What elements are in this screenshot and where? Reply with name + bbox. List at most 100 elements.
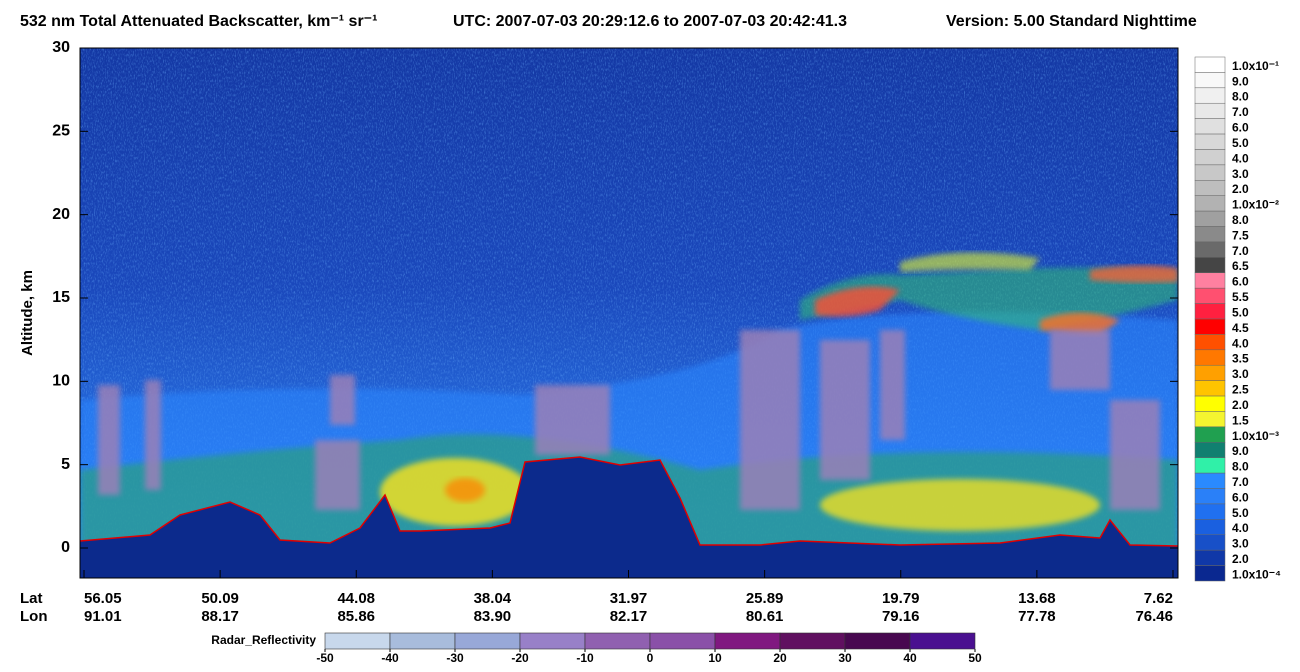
colorbar-label: 5.0: [1232, 305, 1249, 319]
y-tick-label: 10: [52, 373, 70, 390]
cirrus-yellow: [900, 252, 1040, 272]
colorbar-label: 7.0: [1232, 105, 1249, 119]
radar-swatch: [454, 632, 521, 650]
radar-tick-label: 20: [773, 651, 787, 665]
colorbar-swatch: [1194, 195, 1226, 212]
colorbar-swatch: [1194, 364, 1226, 381]
colorbar-swatch: [1194, 395, 1226, 412]
colorbar-label: 6.0: [1232, 490, 1249, 504]
colorbar-swatch: [1194, 334, 1226, 351]
radar-swatch: [909, 632, 976, 650]
colorbar-swatch: [1194, 488, 1226, 505]
colorbar-swatch: [1194, 241, 1226, 258]
colorbar-swatch: [1194, 519, 1226, 536]
colorbar-swatch: [1194, 133, 1226, 150]
colorbar-label: 3.0: [1232, 537, 1249, 551]
lat-tick-label: 56.05: [84, 590, 122, 607]
lat-tick-label: 50.09: [201, 590, 239, 607]
lat-tick-label: 25.89: [746, 590, 784, 607]
colorbar-label: 8.0: [1232, 213, 1249, 227]
radar-swatch: [389, 632, 456, 650]
radar-tick-label: 0: [647, 651, 654, 665]
colorbar-label: 9.0: [1232, 74, 1249, 88]
lon-label: Lon: [20, 608, 48, 625]
y-tick-label: 20: [52, 206, 70, 223]
lat-tick-label: 13.68: [1018, 590, 1056, 607]
colorbar-label: 8.0: [1232, 90, 1249, 104]
radar-tick-label: -30: [446, 651, 464, 665]
radar-swatch: [714, 632, 781, 650]
surface-line: [80, 456, 1178, 547]
chart-title: 532 nm Total Attenuated Backscatter, km⁻…: [20, 13, 377, 30]
radar-tick-label: -10: [576, 651, 594, 665]
colorbar-swatch: [1194, 380, 1226, 397]
colorbar-swatch: [1194, 102, 1226, 119]
colorbar-swatch: [1194, 318, 1226, 335]
colorbar-label: 2.0: [1232, 182, 1249, 196]
colorbar-swatch: [1194, 257, 1226, 274]
colorbar-label: 1.0x10⁻²: [1232, 198, 1279, 212]
colorbar-swatch: [1194, 164, 1226, 181]
colorbar-swatch: [1194, 472, 1226, 489]
y-axis-label: Altitude, km: [19, 270, 36, 356]
radar-tick-label: 10: [708, 651, 722, 665]
colorbar-swatch: [1194, 56, 1226, 73]
colorbar-swatch: [1194, 287, 1226, 304]
lon-tick-label: 83.90: [474, 608, 512, 625]
radar-tick-label: 50: [968, 651, 982, 665]
lon-tick-label: 80.61: [746, 608, 784, 625]
radar-swatch: [844, 632, 911, 650]
colorbar-swatch: [1194, 442, 1226, 458]
colorbar-label: 5.5: [1232, 290, 1249, 304]
colorbar-swatch: [1194, 565, 1226, 582]
colorbar-label: 7.5: [1232, 228, 1249, 242]
colorbar-swatch: [1194, 180, 1226, 196]
lon-tick-label: 77.78: [1018, 608, 1056, 625]
radar-swatch: [584, 632, 651, 650]
colorbar-label: 3.5: [1232, 352, 1249, 366]
lat-tick-label: 31.97: [610, 590, 648, 607]
cirrus-red: [1040, 312, 1120, 335]
colorbar-swatch: [1194, 457, 1226, 474]
colorbar-label: 1.0x10⁻⁴: [1232, 567, 1281, 581]
colorbar-label: 6.5: [1232, 259, 1249, 273]
y-tick-label: 30: [52, 39, 70, 56]
colorbar-label: 7.0: [1232, 475, 1249, 489]
y-tick-label: 0: [61, 539, 70, 556]
colorbar-label: 2.0: [1232, 398, 1249, 412]
colorbar-label: 6.0: [1232, 275, 1249, 289]
colorbar-label: 5.0: [1232, 136, 1249, 150]
colorbar-swatch: [1194, 272, 1226, 289]
colorbar-label: 8.0: [1232, 460, 1249, 474]
radar-swatch: [519, 632, 586, 650]
aerosol-orange: [445, 478, 485, 502]
time-range: UTC: 2007-07-03 20:29:12.6 to 2007-07-03…: [453, 13, 847, 30]
colorbar-label: 3.0: [1232, 167, 1249, 181]
colorbar-label: 3.0: [1232, 367, 1249, 381]
radar-tick-label: 40: [903, 651, 917, 665]
radar-swatch: [324, 632, 391, 650]
ground: [80, 457, 1178, 578]
lon-tick-label: 91.01: [84, 608, 122, 625]
colorbar-swatch: [1194, 549, 1226, 566]
lat-tick-label: 19.79: [882, 590, 920, 607]
y-tick-label: 5: [61, 456, 70, 473]
lat-tick-label: 38.04: [474, 590, 512, 607]
colorbar-swatch: [1194, 226, 1226, 243]
colorbar-swatch: [1194, 118, 1226, 135]
colorbar-swatch: [1194, 411, 1226, 428]
colorbar-label: 6.0: [1232, 121, 1249, 135]
cirrus-red: [1090, 265, 1178, 283]
radar-label: Radar_Reflectivity: [211, 633, 316, 647]
radar-clouds: [98, 330, 1160, 510]
version: Version: 5.00 Standard Nighttime: [946, 13, 1197, 30]
colorbar-swatch: [1194, 149, 1226, 166]
colorbar-label: 4.0: [1232, 521, 1249, 535]
colorbar-swatch: [1194, 503, 1226, 520]
colorbar-swatch: [1194, 210, 1226, 227]
lon-tick-label: 85.86: [337, 608, 375, 625]
radar-swatch: [779, 632, 846, 650]
radar-tick-label: 30: [838, 651, 852, 665]
lat-tick-label: 7.62: [1144, 590, 1173, 607]
